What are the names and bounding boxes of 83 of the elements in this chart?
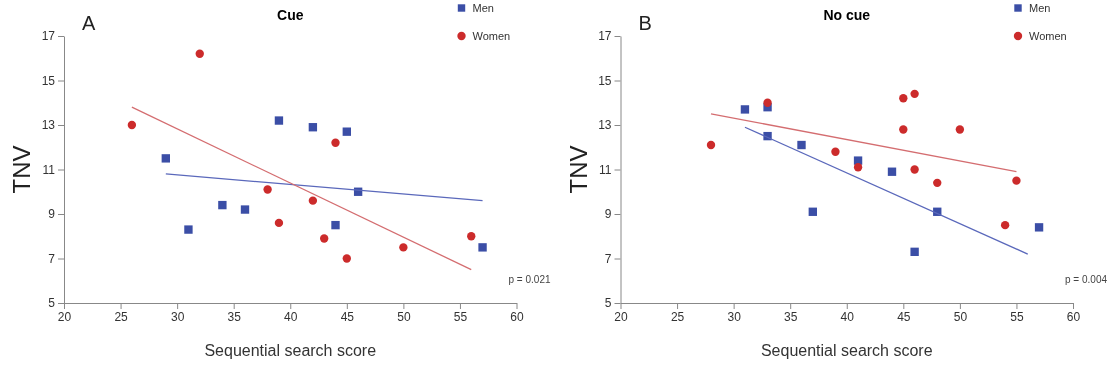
x-tick-label: 30	[170, 309, 185, 324]
point	[467, 232, 476, 241]
x-tick-label: 30	[727, 309, 742, 324]
x-tick-label: 20	[57, 309, 72, 324]
y-axis-title: TNV	[564, 145, 592, 194]
text: B	[638, 12, 652, 34]
y-tick-label: 13	[41, 118, 56, 133]
y-tick-label: 15	[41, 73, 56, 88]
text: A	[82, 12, 96, 34]
point	[263, 185, 272, 194]
point	[706, 140, 716, 150]
point	[740, 105, 750, 114]
point	[240, 205, 250, 214]
point	[955, 125, 965, 134]
point	[161, 154, 170, 163]
y-tick-label: 7	[604, 251, 612, 266]
point	[399, 243, 408, 252]
y-tick-label: 5	[48, 296, 56, 311]
point	[910, 89, 919, 99]
x-tick-label: 45	[897, 309, 911, 324]
legend-label: Men	[472, 2, 494, 14]
point	[1012, 176, 1021, 185]
y-axis-title: TNV	[8, 145, 35, 194]
y-tick-label: 13	[598, 118, 612, 133]
point	[308, 196, 318, 205]
point	[910, 165, 919, 174]
point	[478, 243, 487, 252]
point	[763, 98, 772, 107]
point	[331, 138, 340, 147]
point	[342, 127, 351, 136]
x-tick-label: 50	[397, 309, 411, 324]
point	[797, 140, 806, 150]
x-tick-label: 20	[614, 309, 628, 324]
point	[184, 225, 193, 234]
point	[320, 234, 329, 243]
point	[899, 125, 908, 134]
x-tick-label: 45	[340, 309, 355, 324]
y-tick-label: 17	[598, 29, 612, 44]
y-tick-label: 7	[48, 251, 56, 266]
legend-label: Women	[472, 30, 511, 42]
y-tick-label: 15	[598, 73, 612, 88]
point	[887, 167, 897, 176]
point	[342, 254, 351, 263]
point	[274, 218, 284, 228]
point	[910, 247, 919, 257]
point	[274, 116, 284, 125]
legend-label: Women	[1029, 30, 1067, 42]
x-tick-label: 60	[510, 309, 524, 324]
y-tick-label: 11	[599, 162, 612, 177]
chart-title: No cue	[823, 7, 871, 23]
x-tick-label: 55	[453, 309, 468, 324]
x-axis-title: Sequential search score	[204, 342, 377, 359]
y-tick-label: 17	[41, 29, 56, 44]
x-tick-label: 60	[1066, 309, 1081, 324]
y-tick-label: 9	[48, 207, 56, 222]
point	[1000, 220, 1010, 230]
x-axis-title: Sequential search score	[760, 342, 933, 359]
y-tick-label: 9	[604, 207, 612, 222]
chart-title: Cue	[277, 7, 304, 23]
x-tick-label: 25	[114, 309, 129, 324]
x-tick-label: 40	[284, 309, 298, 324]
x-tick-label: 50	[953, 309, 968, 324]
point	[808, 207, 817, 216]
x-tick-label: 40	[840, 309, 855, 324]
y-tick-label: 5	[604, 296, 612, 311]
annotation: p = 0.021	[508, 274, 551, 285]
x-tick-label: 25	[670, 309, 685, 324]
point	[831, 147, 840, 156]
legend-label: Men	[1029, 2, 1051, 14]
point	[308, 123, 318, 132]
x-tick-label: 35	[227, 309, 242, 324]
x-tick-label: 55	[1010, 309, 1024, 324]
point	[933, 178, 942, 188]
x-tick-label: 35	[784, 309, 798, 324]
point	[218, 200, 227, 210]
point	[127, 120, 137, 130]
point	[195, 49, 204, 58]
point	[899, 94, 908, 103]
point	[1034, 223, 1044, 232]
point	[331, 220, 340, 230]
annotation: p = 0.004	[1065, 274, 1108, 285]
point	[853, 163, 863, 172]
y-tick-label: 11	[42, 162, 56, 177]
